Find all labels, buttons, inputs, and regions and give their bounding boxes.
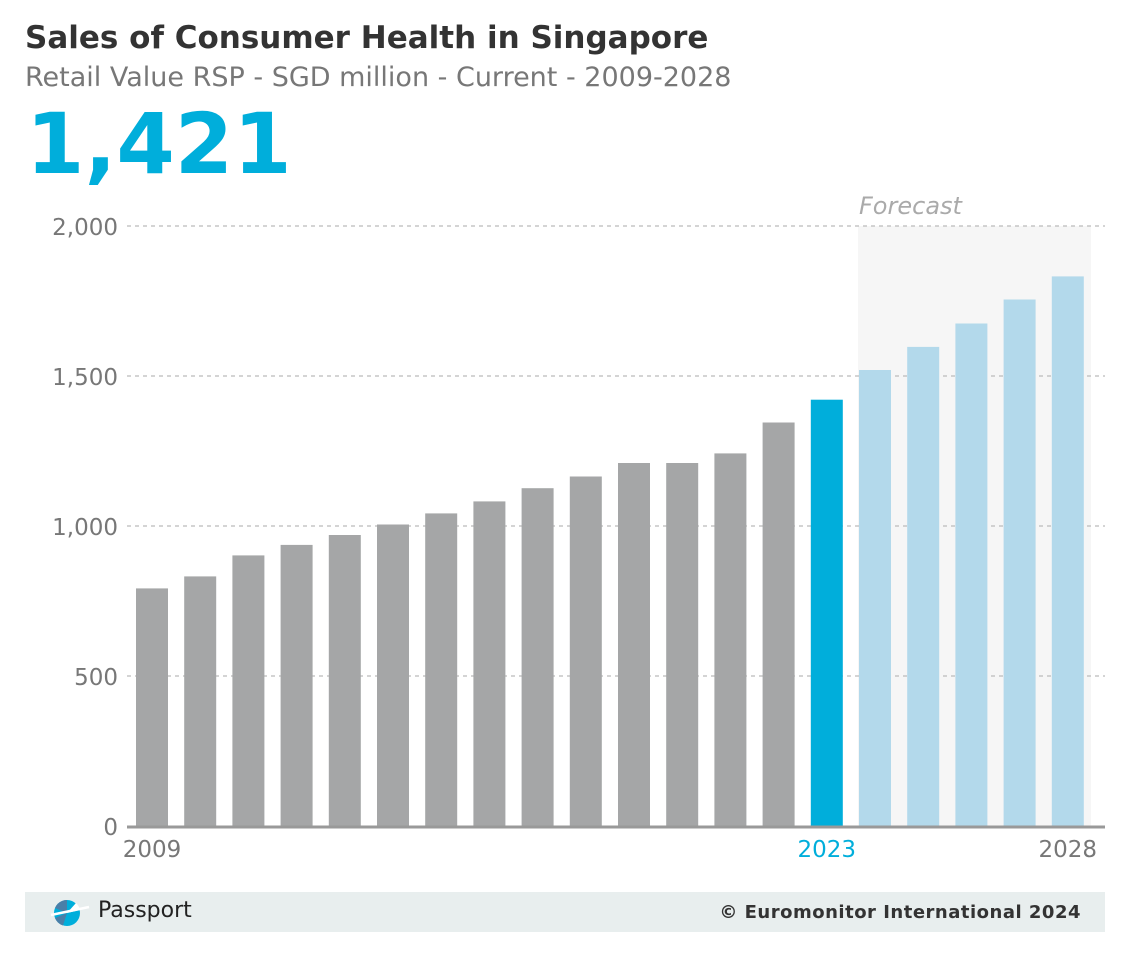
y-tick-label: 2,000 (52, 215, 118, 241)
bar-2016 (473, 501, 506, 826)
copyright-text: © Euromonitor International 2024 (719, 902, 1081, 923)
y-tick-label: 1,500 (52, 365, 118, 391)
passport-logo-icon (50, 900, 90, 926)
bar-2013 (328, 535, 361, 826)
bar-2020 (666, 463, 699, 826)
bar-2012 (280, 544, 313, 826)
bar-2015 (425, 513, 458, 826)
bar-2017 (521, 488, 554, 826)
bar-2022 (762, 422, 795, 826)
bar-2019 (618, 463, 650, 826)
y-tick-label: 0 (103, 815, 118, 841)
y-tick-label: 500 (74, 665, 118, 691)
bar-2011 (232, 555, 265, 826)
x-tick-label-2023: 2023 (798, 837, 857, 863)
bar-2025 (907, 346, 940, 826)
bar-2021 (714, 453, 747, 826)
headline-value: 1,421 (26, 95, 292, 193)
passport-brand: Passport (98, 898, 192, 923)
bar-2024 (859, 370, 891, 826)
bar-2010 (184, 576, 217, 826)
x-tick-label-2009: 2009 (123, 837, 182, 863)
forecast-label: Forecast (859, 192, 964, 220)
bar-2023 (810, 399, 843, 826)
bar-2014 (377, 524, 409, 826)
footer-bar: Passport © Euromonitor International 202… (25, 892, 1105, 932)
chart-subtitle: Retail Value RSP - SGD million - Current… (25, 62, 732, 93)
x-tick-label-2028: 2028 (1039, 837, 1098, 863)
bar-2009 (136, 588, 168, 826)
chart-title: Sales of Consumer Health in Singapore (25, 20, 709, 56)
bar-2018 (569, 476, 602, 826)
bar-2028 (1051, 276, 1084, 826)
y-tick-label: 1,000 (52, 515, 118, 541)
bar-chart: Forecast 0 500 1,000 1,500 2,000 2009 2023 2028 (52, 192, 1105, 863)
bar-2027 (1003, 299, 1036, 826)
bar-2026 (955, 323, 988, 826)
